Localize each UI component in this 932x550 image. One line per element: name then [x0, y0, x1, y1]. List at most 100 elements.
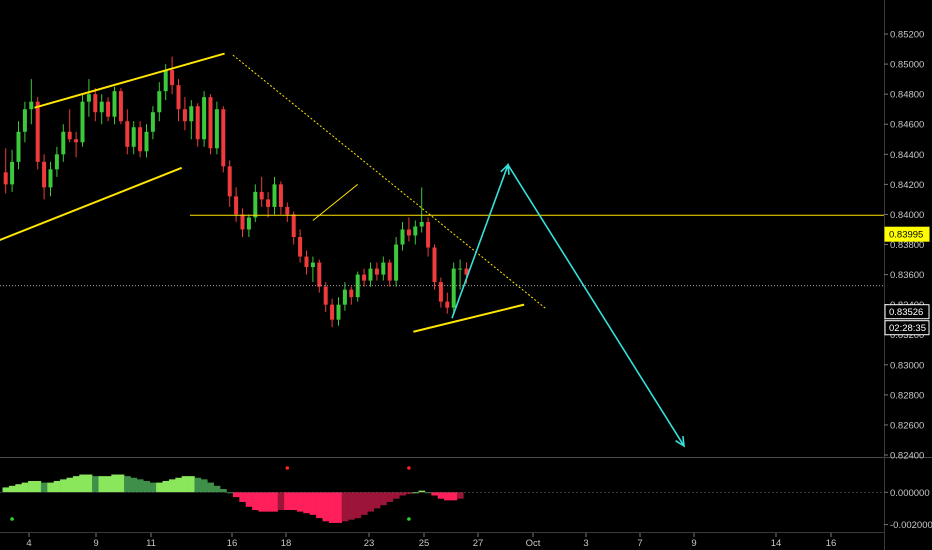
time-tick-label: 3 [583, 538, 588, 549]
candle-body [432, 247, 437, 283]
oscillator-bar [431, 492, 438, 496]
candle-body [227, 166, 232, 197]
oscillator-bar [111, 474, 118, 493]
price-axis[interactable]: 0.85200 0.85000 0.84800 0.84600 0.84400 0.842… [884, 30, 932, 532]
time-tick-label: 7 [637, 538, 642, 549]
candle-body [317, 262, 322, 287]
oscillator-bar [284, 492, 291, 511]
candle-body [170, 70, 175, 86]
price-tick-label: 0.84600 [890, 120, 924, 131]
candle-body [272, 184, 277, 207]
oscillator-bar [104, 476, 112, 493]
osc-buy-dot [407, 517, 411, 521]
oscillator-bar [348, 492, 355, 520]
candle-body [323, 286, 328, 305]
oscillator-bar [367, 492, 374, 512]
oscillator-bar [322, 492, 330, 522]
candle-body [118, 91, 123, 122]
candle-body [16, 131, 21, 162]
candle-body [394, 244, 399, 281]
oscillator-bar [162, 480, 170, 493]
candle-body [298, 237, 303, 257]
oscillator-bar [456, 492, 464, 499]
oscillator-bar [143, 480, 150, 493]
candle-body [112, 91, 117, 117]
oscillator-bar [258, 492, 266, 512]
oscillator-bar [130, 477, 138, 493]
oscillator-bar [437, 492, 445, 499]
oscillator-bar [392, 492, 400, 499]
osc-buy-dot [10, 517, 14, 521]
candle-body [221, 109, 226, 167]
oscillator-bar [207, 482, 214, 493]
candle-body [438, 282, 443, 302]
time-tick-label: 18 [281, 538, 292, 549]
oscillator-bar [124, 476, 131, 493]
price-tick-label: 0.85000 [890, 60, 924, 71]
candle-body [451, 268, 456, 308]
time-tick-label: 16 [227, 538, 238, 549]
candle-body [93, 94, 98, 113]
price-badges: 0.83995 0.83526 02:28:35 [884, 226, 930, 336]
oscillator-bar [117, 474, 125, 493]
price-tick-label: 0.82400 [890, 451, 924, 462]
oscillator-bar [271, 492, 278, 512]
oscillator-bar [316, 492, 323, 519]
oscillator-bar [15, 484, 22, 493]
candle-body [189, 106, 194, 122]
oscillator-bar [399, 492, 406, 496]
candle-body [310, 262, 315, 268]
oscillator-bar [53, 480, 61, 493]
candle-body [35, 101, 40, 162]
candle-body [413, 226, 418, 236]
candle-body [67, 131, 72, 140]
oscillator-bar [98, 476, 106, 493]
oscillator-bar [28, 480, 35, 493]
time-tick-label: Oct [526, 538, 541, 549]
candle-body [61, 131, 66, 155]
oscillator-bar [2, 487, 10, 493]
trendline [34, 52, 225, 109]
candle-body [374, 268, 379, 275]
oscillator-bar [335, 492, 342, 523]
candle-body [195, 106, 200, 140]
candle-body [266, 199, 271, 207]
candle-body [234, 196, 239, 215]
oscillator-bar [360, 492, 368, 515]
last-price-badge-text: 0.83526 [889, 307, 923, 318]
time-tick-label: 25 [419, 538, 430, 549]
oscillator-bar [136, 479, 144, 493]
candle-body [163, 70, 168, 92]
time-tick-label: 11 [146, 538, 156, 549]
oscillator-bar [405, 492, 413, 494]
candle-body [86, 94, 91, 102]
oscillator-bar [200, 479, 208, 493]
candle-body [426, 221, 431, 248]
resistance-price-badge [884, 226, 930, 242]
candle-body [285, 206, 290, 215]
time-axis[interactable]: 4 9 11 16 18 23 25 27 Oct 3 7 9 14 16 [26, 533, 836, 549]
oscillator-bar [328, 492, 336, 523]
candle-body [99, 101, 104, 113]
oscillator-bar [239, 492, 246, 502]
oscillator-bar [386, 492, 394, 502]
oscillator-bar [40, 482, 48, 493]
osc-tick-label: 0.000000 [890, 488, 930, 499]
candle-body [349, 289, 354, 298]
candle-body [176, 85, 181, 110]
oscillator-bar [72, 476, 80, 493]
oscillator-bar [412, 492, 419, 494]
candle-body [106, 101, 111, 117]
candle-body [381, 262, 386, 275]
oscillator-bar [85, 474, 93, 493]
time-tick-label: 9 [93, 538, 98, 549]
candle-body [253, 191, 258, 218]
price-tick-label: 0.84200 [890, 180, 924, 191]
oscillator-bar [232, 492, 240, 498]
candle-body [150, 112, 155, 132]
osc-tick-label: -0.002000 [890, 520, 932, 531]
oscillator-bar [66, 477, 74, 493]
price-tick-label: 0.83800 [890, 240, 924, 251]
candle-body [419, 221, 424, 227]
